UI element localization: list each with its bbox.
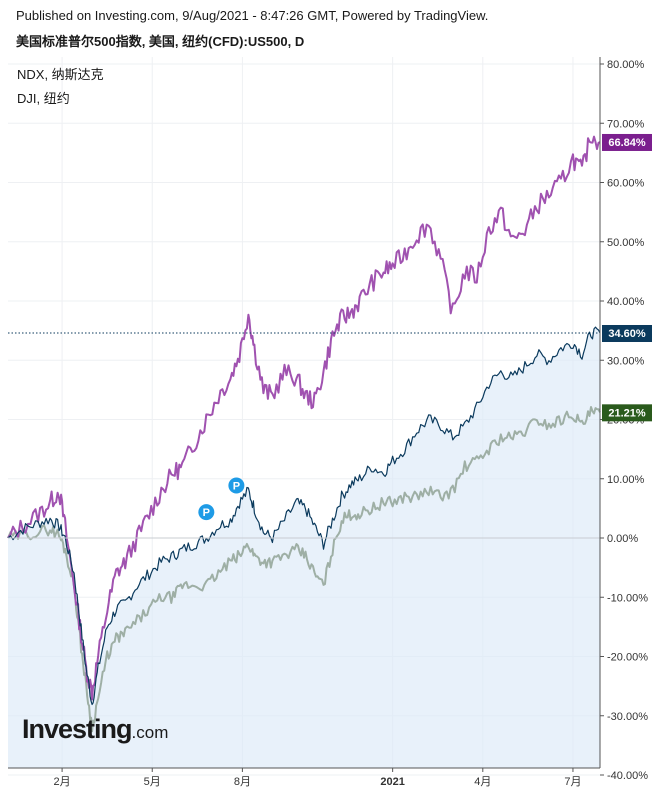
x-tick-label-1: 5月 bbox=[144, 776, 161, 788]
y-tick-label-12: -40.00% bbox=[607, 770, 648, 782]
logo-brand: Investing bbox=[22, 714, 133, 744]
svg-text:21.21%: 21.21% bbox=[608, 407, 646, 419]
x-tick-label-4: 4月 bbox=[474, 776, 491, 788]
x-axis-ticks: 2月 5月 8月 2021 4月 7月 bbox=[54, 768, 582, 788]
y-axis-ticks: 80.00%70.00%60.00%50.00%40.00%30.00%20.0… bbox=[600, 59, 648, 782]
legend-item-ndx[interactable]: NDX, 纳斯达克 bbox=[17, 67, 104, 82]
published-note: Published on Investing.com, 9/Aug/2021 -… bbox=[16, 8, 489, 23]
legend-item-dji[interactable]: DJI, 纽约 bbox=[17, 91, 70, 106]
event-marker-0[interactable]: P bbox=[198, 504, 215, 521]
x-tick-label-5: 7月 bbox=[564, 776, 581, 788]
dji-series-line bbox=[7, 406, 601, 733]
last-value-badges: 34.60% 66.84% 21.21% bbox=[602, 133, 652, 422]
last-value-badge-ndx: 66.84% bbox=[602, 133, 652, 151]
svg-text:P: P bbox=[233, 480, 240, 492]
x-tick-label-2: 8月 bbox=[234, 776, 251, 788]
y-tick-label-11: -30.00% bbox=[607, 711, 648, 723]
svg-text:66.84%: 66.84% bbox=[608, 137, 646, 149]
y-tick-label-10: -20.00% bbox=[607, 652, 648, 664]
y-tick-label-0: 80.00% bbox=[607, 59, 645, 71]
logo-suffix: .com bbox=[131, 723, 169, 742]
y-tick-label-8: 0.00% bbox=[607, 533, 638, 545]
last-value-badge-main: 34.60% bbox=[602, 324, 652, 342]
main-series-line bbox=[7, 326, 601, 706]
ndx-series-line bbox=[7, 135, 601, 701]
instrument-title: 美国标准普尔500指数, 美国, 纽约(CFD):US500, D bbox=[16, 34, 305, 49]
y-tick-label-5: 30.00% bbox=[607, 355, 645, 367]
x-tick-label-0: 2月 bbox=[54, 776, 71, 788]
event-marker-1[interactable]: P bbox=[228, 477, 245, 494]
svg-text:34.60%: 34.60% bbox=[608, 328, 646, 340]
y-tick-label-9: -10.00% bbox=[607, 592, 648, 604]
svg-text:P: P bbox=[203, 507, 210, 519]
y-tick-label-4: 40.00% bbox=[607, 296, 645, 308]
y-tick-label-2: 60.00% bbox=[607, 178, 645, 190]
investing-logo: Investing.com bbox=[22, 714, 168, 745]
y-tick-label-1: 70.00% bbox=[607, 118, 645, 130]
event-markers: PP bbox=[198, 477, 245, 521]
x-tick-label-3: 2021 bbox=[380, 776, 404, 788]
last-value-badge-dji: 21.21% bbox=[602, 404, 652, 422]
y-tick-label-3: 50.00% bbox=[607, 237, 645, 249]
y-tick-label-7: 10.00% bbox=[607, 474, 645, 486]
chart-legend: NDX, 纳斯达克 DJI, 纽约 bbox=[17, 63, 104, 111]
